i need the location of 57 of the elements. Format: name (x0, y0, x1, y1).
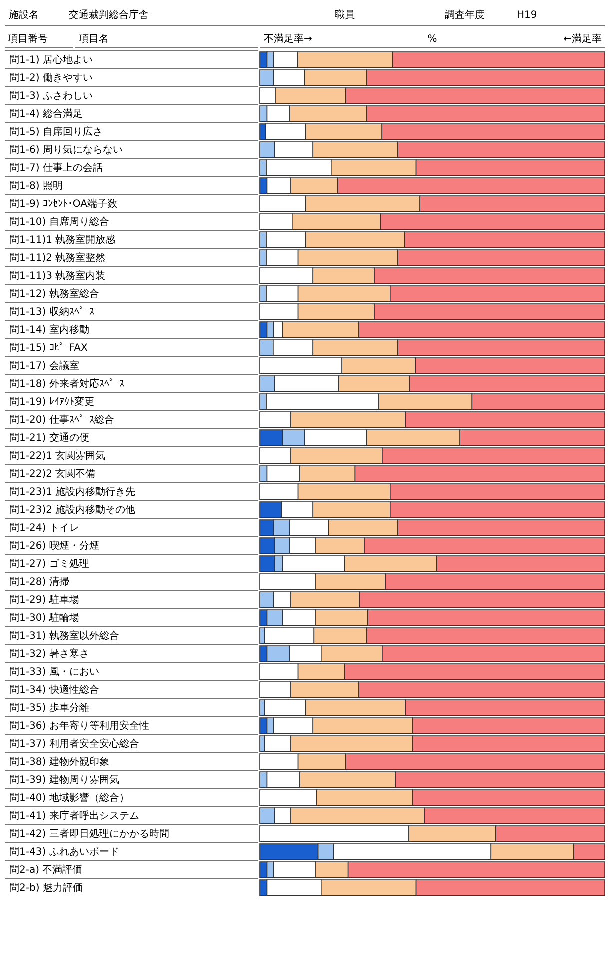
y-tick-label: 問1-2) 働きやすい (10, 72, 93, 84)
y-tick-label: 問1-11)1 執務室開放感 (10, 234, 116, 246)
y-tick-label: 問1-41) 来庁者呼出システム (10, 810, 140, 822)
y-tick-label: 問1-34) 快適性総合 (10, 684, 100, 696)
y-tick-label: 問1-36) お年寄り等利用安全性 (10, 720, 150, 732)
y-tick-label: 問1-11)3 執務室内装 (10, 270, 106, 282)
y-tick-label: 問1-13) 収納ｽﾍﾟｰｽ (10, 306, 94, 318)
text: % (428, 34, 438, 45)
y-tick-label: 問1-6) 周り気にならない (10, 145, 123, 156)
y-tick-label: 問1-9) ｺﾝｾﾝﾄ･OA端子数 (10, 198, 118, 210)
y-tick-label: 問1-23)2 施設内移動その他 (10, 504, 136, 516)
y-tick-label: 問1-35) 歩車分離 (10, 702, 90, 714)
y-tick-label: 問1-42) 三者即日処理にかかる時間 (10, 828, 170, 840)
y-tick-label: 問1-18) 外来者対応ｽﾍﾟｰｽ (10, 378, 124, 390)
y-tick-label: 問1-10) 自席周り総合 (10, 216, 110, 228)
y-tick-label: 問1-32) 暑さ寒さ (10, 648, 90, 660)
y-tick-label: 問2-b) 魅力評価 (10, 882, 83, 894)
y-tick-label: 問1-24) トイレ (10, 523, 80, 534)
y-tick-label: 問1-19) ﾚｲｱｳﾄ変更 (10, 396, 94, 408)
y-tick-label: 問1-3) ふさわしい (10, 91, 93, 102)
text: 交通裁判総合庁舎 (69, 9, 149, 21)
text: 項目名 (79, 33, 109, 45)
y-tick-label: 問1-4) 総合満足 (10, 108, 83, 120)
y-tick-label: 問1-23)1 施設内移動行き先 (10, 486, 136, 498)
y-tick-label: 問1-29) 駐車場 (10, 594, 80, 606)
y-tick-label: 問2-a) 不満評価 (10, 864, 83, 876)
y-tick-label: 問1-20) 仕事ｽﾍﾟｰｽ総合 (10, 414, 114, 426)
y-tick-label: 問1-38) 建物外観印象 (10, 756, 110, 768)
y-tick-label: 問1-8) 照明 (10, 181, 63, 192)
text: H19 (517, 10, 538, 21)
y-tick-label: 問1-22)2 玄関不備 (10, 468, 96, 480)
y-tick-label: 問1-14) 室内移動 (10, 324, 90, 336)
text: 不満足率→ (264, 33, 312, 45)
text: 職員 (335, 9, 355, 21)
y-tick-label: 問1-30) 駐輪場 (10, 612, 80, 624)
y-tick-label: 問1-7) 仕事上の会話 (10, 162, 103, 174)
y-tick-label: 問1-15) ｺﾋﾟｰFAX (10, 343, 88, 354)
y-tick-label: 問1-26) 喫煙・分煙 (10, 540, 100, 552)
y-tick-label: 問1-43) ふれあいボード (10, 847, 120, 858)
y-tick-label: 問1-11)2 執務室整然 (10, 252, 106, 264)
y-tick-label: 問1-31) 執務室以外総合 (10, 630, 120, 642)
text: 施設名 (9, 9, 39, 21)
y-tick-label: 問1-37) 利用者安全安心総合 (10, 738, 140, 750)
y-tick-label: 問1-22)1 玄関雰囲気 (10, 450, 106, 462)
y-tick-label: 問1-5) 自席回り広さ (10, 126, 103, 138)
text: 項目番号 (8, 33, 48, 45)
text: ←満足率 (564, 33, 602, 45)
y-tick-label: 問1-1) 居心地よい (10, 54, 93, 66)
y-tick-label: 問1-40) 地域影響（総合） (10, 792, 130, 804)
y-tick-label: 問1-27) ゴミ処理 (10, 558, 90, 570)
y-tick-label: 問1-17) 会議室 (10, 360, 80, 372)
y-tick-label: 問1-28) 清掃 (10, 576, 70, 588)
y-tick-label: 問1-33) 風・におい (10, 667, 100, 678)
text: 調査年度 (445, 9, 485, 21)
y-tick-label: 問1-39) 建物周り雰囲気 (10, 774, 120, 786)
y-tick-label: 問1-12) 執務室総合 (10, 288, 100, 300)
y-tick-label: 問1-21) 交通の便 (10, 432, 90, 444)
